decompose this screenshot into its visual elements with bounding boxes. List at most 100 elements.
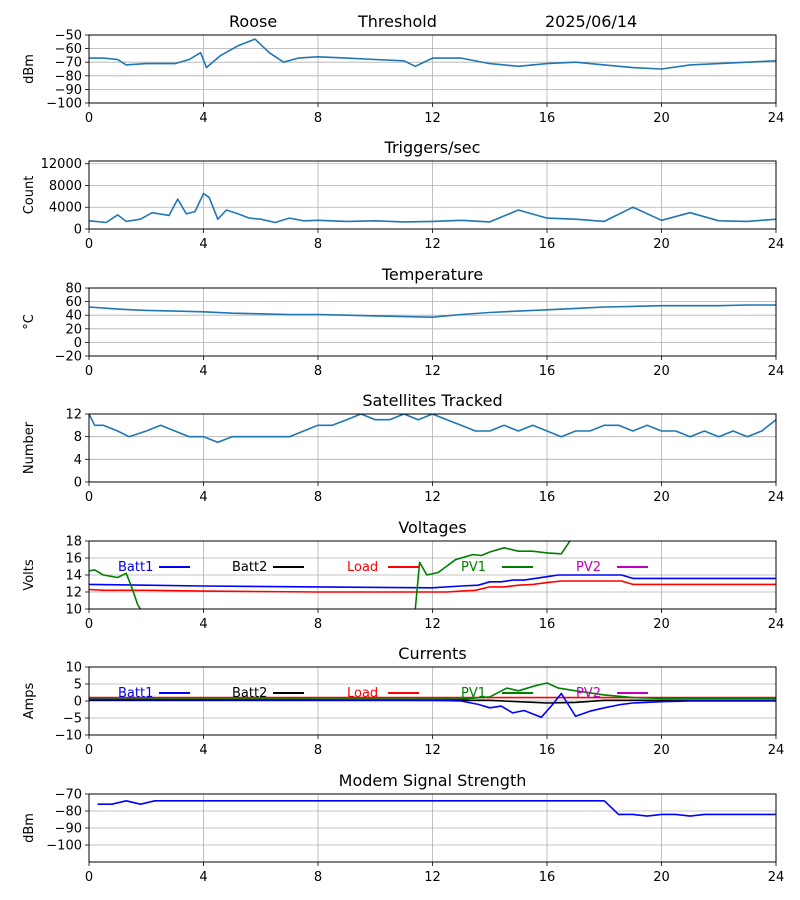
y-tick-label: −100 [46, 97, 82, 112]
x-tick-label: 0 [85, 111, 93, 126]
x-tick-label: 20 [653, 743, 670, 758]
x-tick-label: 16 [539, 743, 556, 758]
legend-label-pv2: PV2 [576, 560, 601, 575]
x-tick-label: 8 [314, 870, 322, 885]
y-tick-label: 5 [74, 678, 82, 693]
x-tick-label: 20 [653, 870, 670, 885]
x-tick-label: 4 [199, 364, 207, 379]
y-tick-label: 20 [65, 322, 82, 337]
mode-label: Threshold [358, 12, 437, 31]
x-tick-label: 4 [199, 870, 207, 885]
y-tick-label: 0 [74, 223, 82, 238]
legend-label-pv1: PV1 [461, 686, 486, 701]
y-axis-label: °C [22, 314, 37, 330]
y-tick-label: 4000 [49, 201, 82, 216]
y-tick-label: 18 [65, 535, 82, 550]
x-tick-label: 12 [424, 364, 441, 379]
x-tick-label: 16 [539, 617, 556, 632]
y-tick-label: −90 [55, 83, 82, 98]
x-tick-label: 24 [768, 490, 785, 505]
x-tick-label: 8 [314, 617, 322, 632]
x-tick-label: 24 [768, 237, 785, 252]
series-line [97, 799, 776, 817]
y-tick-label: 14 [65, 569, 82, 584]
x-tick-label: 20 [653, 617, 670, 632]
series-line [89, 304, 776, 319]
legend-label-batt1: Batt1 [118, 686, 153, 701]
x-tick-label: 0 [85, 870, 93, 885]
series-line [89, 414, 776, 444]
panel-5: 0 4 8 12 16 20 24 10 12 14 16 18 Voltages Volts Batt1 B… [22, 518, 784, 632]
panel-6: 0 4 8 12 16 20 24 −10 −5 0 5 10 Currents Amps Batt1 Bat… [22, 644, 784, 758]
panel-title: Satellites Tracked [362, 391, 502, 410]
y-tick-label: −100 [46, 839, 82, 854]
x-tick-label: 8 [314, 490, 322, 505]
series-line-batt1 [89, 692, 776, 719]
x-tick-label: 12 [424, 490, 441, 505]
x-tick-label: 8 [314, 743, 322, 758]
series-group [89, 414, 776, 444]
x-tick-label: 0 [85, 617, 93, 632]
x-tick-label: 4 [199, 743, 207, 758]
y-tick-label: 12 [65, 586, 82, 601]
x-tick-label: 20 [653, 111, 670, 126]
y-tick-label: 0 [74, 695, 82, 710]
panel-title: Modem Signal Strength [339, 771, 527, 790]
series-line-load [89, 580, 776, 593]
x-tick-label: 4 [199, 490, 207, 505]
series-line [89, 38, 776, 70]
y-tick-label: 16 [65, 552, 82, 567]
y-tick-label: −70 [55, 788, 82, 803]
x-tick-label: 12 [424, 743, 441, 758]
x-tick-label: 24 [768, 743, 785, 758]
x-tick-label: 16 [539, 364, 556, 379]
x-tick-label: 16 [539, 870, 556, 885]
station-name: Roose [229, 12, 278, 31]
series-group [89, 38, 776, 70]
y-tick-label: −60 [55, 42, 82, 57]
x-tick-label: 24 [768, 364, 785, 379]
legend-label-load: Load [347, 686, 378, 701]
y-tick-label: 12000 [41, 157, 82, 172]
y-tick-label: 60 [65, 295, 82, 310]
x-tick-label: 20 [653, 490, 670, 505]
y-tick-label: 12 [65, 408, 82, 423]
panel-1: 0 4 8 12 16 20 24 −100−90−80−70−60−50 dBm [22, 29, 784, 127]
series-line-pv1 [414, 541, 571, 609]
panel-title: Voltages [398, 518, 466, 537]
y-tick-label: −50 [55, 29, 82, 44]
y-tick-label: −90 [55, 822, 82, 837]
x-tick-label: 20 [653, 364, 670, 379]
x-tick-label: 0 [85, 364, 93, 379]
y-axis-label: Number [22, 421, 37, 474]
x-tick-label: 8 [314, 111, 322, 126]
y-tick-label: 8000 [49, 179, 82, 194]
series-group [89, 192, 776, 224]
series-line-pv1 [89, 569, 142, 609]
legend-label-load: Load [347, 560, 378, 575]
y-tick-label: 10 [65, 661, 82, 676]
legend-label-batt2: Batt2 [232, 560, 267, 575]
x-tick-label: 0 [85, 743, 93, 758]
panel-title: Currents [398, 644, 466, 663]
x-tick-label: 12 [424, 111, 441, 126]
x-tick-label: 12 [424, 237, 441, 252]
y-tick-label: 4 [74, 453, 82, 468]
x-tick-label: 12 [424, 617, 441, 632]
series-group [89, 304, 776, 319]
legend-label-pv2: PV2 [576, 686, 601, 701]
x-tick-label: 4 [199, 111, 207, 126]
y-tick-label: −5 [63, 712, 82, 727]
x-tick-label: 0 [85, 490, 93, 505]
series-line-batt1 [89, 574, 776, 589]
x-tick-label: 24 [768, 111, 785, 126]
x-tick-label: 16 [539, 237, 556, 252]
legend-label-pv1: PV1 [461, 560, 486, 575]
legend-label-batt1: Batt1 [118, 560, 153, 575]
y-tick-label: 8 [74, 430, 82, 445]
y-axis-label: Volts [22, 559, 37, 591]
x-tick-label: 24 [768, 870, 785, 885]
y-tick-label: −80 [55, 69, 82, 84]
